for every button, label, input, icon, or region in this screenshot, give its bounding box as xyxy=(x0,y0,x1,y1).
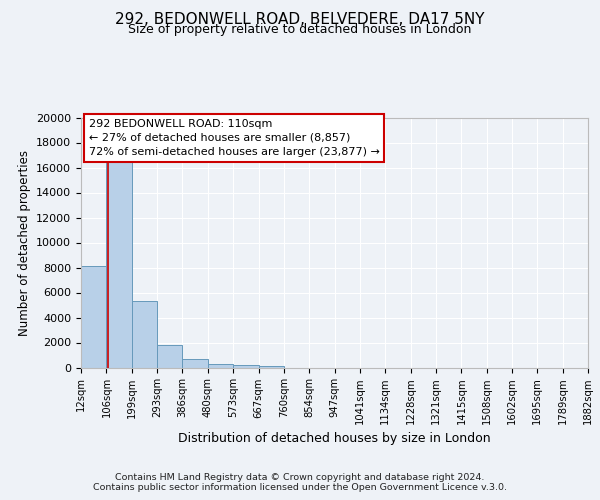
Bar xyxy=(208,364,233,368)
Bar xyxy=(81,266,106,368)
Bar xyxy=(106,160,132,368)
Bar xyxy=(233,365,259,368)
Bar xyxy=(132,301,157,368)
Text: Contains public sector information licensed under the Open Government Licence v.: Contains public sector information licen… xyxy=(93,484,507,492)
Text: 292 BEDONWELL ROAD: 110sqm
← 27% of detached houses are smaller (8,857)
72% of s: 292 BEDONWELL ROAD: 110sqm ← 27% of deta… xyxy=(89,118,379,157)
Y-axis label: Number of detached properties: Number of detached properties xyxy=(17,150,31,336)
Bar xyxy=(157,345,182,368)
X-axis label: Distribution of detached houses by size in London: Distribution of detached houses by size … xyxy=(178,432,491,446)
Bar xyxy=(259,366,284,368)
Text: 292, BEDONWELL ROAD, BELVEDERE, DA17 5NY: 292, BEDONWELL ROAD, BELVEDERE, DA17 5NY xyxy=(115,12,485,28)
Text: Contains HM Land Registry data © Crown copyright and database right 2024.: Contains HM Land Registry data © Crown c… xyxy=(115,472,485,482)
Bar xyxy=(182,359,208,368)
Text: Size of property relative to detached houses in London: Size of property relative to detached ho… xyxy=(128,24,472,36)
